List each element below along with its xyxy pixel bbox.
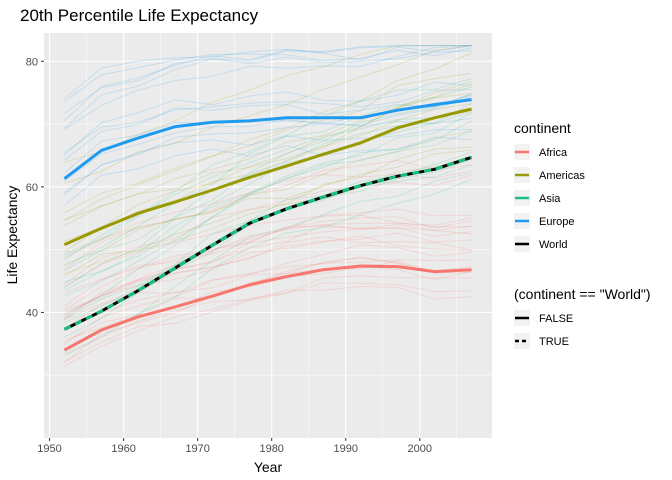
x-tick-label: 1970 bbox=[185, 443, 209, 455]
background-country-line-africa bbox=[64, 174, 472, 285]
plot-panel bbox=[44, 33, 492, 438]
y-tick-label: 60 bbox=[26, 182, 38, 194]
background-country-line-americas bbox=[64, 72, 472, 214]
background-country-line-americas bbox=[64, 155, 472, 277]
background-country-line-africa bbox=[64, 257, 472, 329]
background-country-line-europe bbox=[64, 45, 472, 129]
background-country-line-americas bbox=[64, 81, 472, 242]
y-axis-title: Life Expectancy bbox=[4, 186, 20, 285]
legend-label-asia: Asia bbox=[539, 193, 561, 205]
background-country-line-africa bbox=[64, 224, 472, 320]
background-country-line-africa bbox=[64, 236, 472, 312]
background-country-line-asia bbox=[64, 86, 472, 267]
x-tick-label: 1950 bbox=[37, 443, 61, 455]
background-country-line-americas bbox=[64, 149, 472, 255]
background-country-line-asia bbox=[64, 110, 472, 256]
legend-label-africa: Africa bbox=[539, 147, 568, 159]
axes: 1950 1960 1970 1980 1990 2000 40 60 80 bbox=[26, 56, 432, 455]
background-country-line-africa bbox=[64, 275, 472, 367]
background-country-line-europe bbox=[64, 96, 472, 182]
series-line-africa bbox=[63, 264, 472, 352]
background-country-line-europe bbox=[64, 45, 472, 100]
background-country-line-africa bbox=[64, 282, 472, 363]
background-country-line-europe bbox=[64, 129, 472, 194]
grid-lines bbox=[44, 33, 492, 438]
legend-title: (continent == "World") bbox=[514, 286, 651, 302]
background-country-line-europe bbox=[64, 50, 472, 114]
legend-title: continent bbox=[514, 120, 571, 136]
background-country-line-asia bbox=[64, 78, 472, 260]
series-line-americas bbox=[63, 107, 472, 246]
background-country-line-africa bbox=[64, 285, 472, 355]
legend-label-true: TRUE bbox=[539, 336, 569, 348]
series-lines bbox=[63, 98, 473, 352]
background-country-line-africa bbox=[64, 216, 472, 307]
legend-label-world: World bbox=[539, 239, 568, 251]
background-country-line-europe bbox=[64, 94, 472, 161]
background-country-line-asia bbox=[64, 178, 472, 356]
background-country-line-africa bbox=[64, 225, 472, 294]
x-tick-label: 1960 bbox=[111, 443, 135, 455]
background-country-line-asia bbox=[64, 172, 472, 353]
background-country-line-africa bbox=[64, 159, 472, 271]
legends: continent Africa Americas Asia Europe World (c… bbox=[514, 120, 651, 349]
background-country-line-africa bbox=[64, 223, 472, 318]
background-country-line-europe bbox=[64, 45, 472, 122]
background-country-line-europe bbox=[64, 45, 472, 130]
background-country-line-americas bbox=[64, 146, 472, 275]
background-country-line-americas bbox=[64, 52, 472, 221]
background-country-line-africa bbox=[64, 260, 472, 344]
background-country-line-africa bbox=[64, 214, 472, 288]
y-tick-label: 80 bbox=[26, 56, 38, 68]
background-country-line-africa bbox=[64, 217, 472, 311]
legend-label-europe: Europe bbox=[539, 216, 574, 228]
x-tick-label: 1980 bbox=[259, 443, 283, 455]
background-country-line-asia bbox=[64, 130, 472, 283]
background-country-line-americas bbox=[64, 103, 472, 226]
legend-label-americas: Americas bbox=[539, 170, 585, 182]
x-tick-label: 1990 bbox=[334, 443, 358, 455]
series-line-world-dashed bbox=[63, 155, 473, 331]
background-country-line-asia bbox=[64, 112, 472, 317]
background-country-line-africa bbox=[64, 259, 472, 363]
background-country-line-americas bbox=[64, 83, 472, 221]
chart-title: 20th Percentile Life Expectancy bbox=[20, 6, 259, 25]
x-axis-title: Year bbox=[254, 459, 283, 475]
background-country-line-asia bbox=[64, 93, 472, 288]
background-country-line-americas bbox=[64, 45, 472, 184]
background-country-line-africa bbox=[64, 208, 472, 314]
background-country-line-europe bbox=[64, 136, 472, 206]
series-line-europe bbox=[63, 98, 472, 180]
background-country-line-europe bbox=[64, 47, 472, 103]
background-country-line-asia bbox=[64, 120, 472, 296]
background-country-line-americas bbox=[64, 45, 472, 163]
x-tick-label: 2000 bbox=[408, 443, 432, 455]
background-country-line-americas bbox=[64, 130, 472, 266]
background-country-line-europe bbox=[64, 88, 472, 153]
y-tick-label: 40 bbox=[26, 307, 38, 319]
legend-label-false: FALSE bbox=[539, 313, 573, 325]
background-country-line-asia bbox=[64, 103, 472, 291]
background-country-line-africa bbox=[64, 235, 472, 316]
background-country-line-africa bbox=[64, 244, 472, 346]
background-country-line-europe bbox=[64, 81, 472, 156]
country-background-lines bbox=[64, 45, 472, 367]
